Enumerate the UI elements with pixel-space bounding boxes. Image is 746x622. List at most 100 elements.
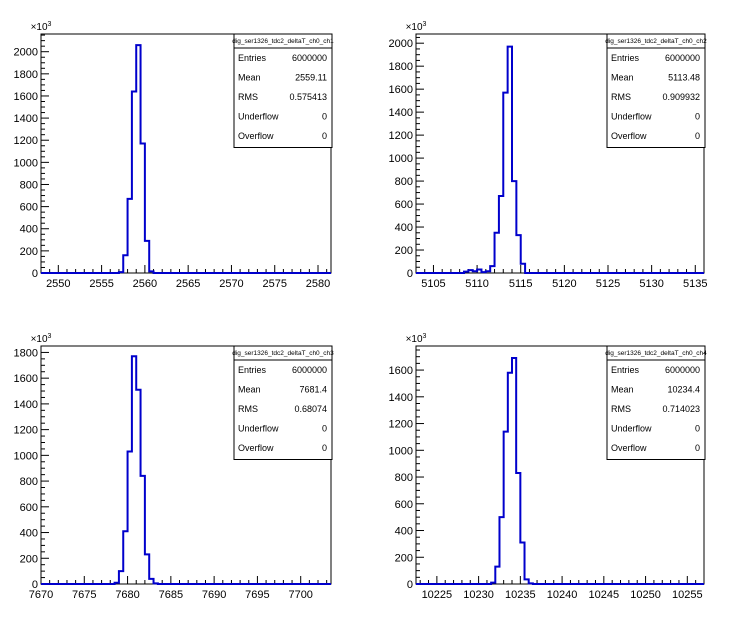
y-tick-label: 0 (32, 268, 38, 280)
x-tick-label: 7675 (72, 589, 96, 601)
y-exponent-label: ×103 (31, 333, 52, 345)
y-tick-label: 0 (32, 579, 38, 591)
x-tick-label: 2570 (219, 278, 243, 290)
stats-value: 0.68074 (294, 404, 327, 414)
stats-value: 0 (695, 112, 700, 122)
stats-value: 0 (695, 424, 700, 434)
histogram-line (416, 45, 704, 274)
x-tick-label: 10230 (463, 589, 494, 601)
y-tick-label: 2000 (389, 38, 413, 50)
stats-value: 10234.4 (667, 385, 700, 395)
histogram-title: dig_ser1326_tdc2_deltaT_ch0_ch2 (605, 38, 707, 45)
y-tick-label: 1800 (14, 347, 38, 359)
x-tick-label: 5105 (421, 278, 445, 290)
y-tick-label: 1600 (389, 365, 413, 377)
stats-value: 6000000 (665, 53, 700, 63)
stats-label: RMS (238, 92, 258, 102)
y-tick-label: 1600 (389, 84, 413, 96)
y-tick-label: 600 (395, 499, 413, 511)
x-tick-label: 7680 (115, 589, 139, 601)
y-tick-label: 400 (395, 222, 413, 234)
x-tick-label: 10245 (589, 589, 620, 601)
x-tick-label: 2560 (133, 278, 157, 290)
x-tick-label: 7695 (245, 589, 269, 601)
x-tick-label: 2575 (262, 278, 286, 290)
x-tick-label: 10225 (422, 589, 453, 601)
histogram-panel-2: 0 200 400 600 800 1000 1200 1400 1600 1800 2000 ×10… (389, 21, 708, 290)
y-tick-label: 200 (395, 245, 413, 257)
y-tick-label: 800 (20, 179, 38, 191)
x-tick-label: 5110 (465, 278, 489, 290)
y-exponent-label: ×103 (31, 21, 52, 33)
stats-value: 6000000 (292, 365, 327, 375)
stats-box (606, 345, 706, 460)
x-tick-label: 7700 (288, 589, 312, 601)
y-exponent-label: ×103 (406, 21, 427, 33)
x-tick-label: 10235 (505, 589, 536, 601)
stats-label: Mean (238, 385, 261, 395)
y-tick-label: 1200 (389, 419, 413, 431)
y-tick-label: 600 (20, 502, 38, 514)
y-tick-label: 1400 (14, 113, 38, 125)
x-tick-label: 5120 (552, 278, 576, 290)
histogram-panel-4: 0 200 400 600 800 1000 1200 1400 1600 ×103 10225 10… (389, 333, 708, 601)
stats-value: 7681.4 (299, 385, 327, 395)
histogram-line (41, 355, 331, 585)
y-tick-label: 0 (407, 268, 413, 280)
stats-label: Mean (238, 73, 261, 83)
stats-value: 0 (322, 424, 327, 434)
histogram-title: dig_ser1326_tdc2_deltaT_ch0_ch4 (605, 350, 707, 357)
stats-label: RMS (611, 92, 631, 102)
stats-label: Underflow (611, 424, 652, 434)
stats-label: RMS (238, 404, 258, 414)
y-tick-label: 1200 (389, 130, 413, 142)
y-tick-label: 1000 (14, 157, 38, 169)
y-tick-label: 600 (395, 199, 413, 211)
stats-label: Entries (238, 365, 267, 375)
y-tick-label: 1000 (389, 445, 413, 457)
stats-value: 5113.48 (668, 73, 700, 83)
stats-value: 0 (695, 443, 700, 453)
x-tick-label: 7685 (159, 589, 183, 601)
stats-value: 0.575413 (289, 92, 327, 102)
y-tick-label: 400 (20, 224, 38, 236)
x-tick-label: 7670 (29, 589, 53, 601)
y-tick-label: 1800 (14, 69, 38, 81)
stats-value: 0 (322, 112, 327, 122)
stats-value: 0.909932 (662, 92, 700, 102)
stats-label: Entries (611, 53, 640, 63)
stats-label: Underflow (238, 112, 279, 122)
stats-label: Entries (238, 53, 267, 63)
stats-box (233, 345, 333, 460)
stats-label: Mean (611, 73, 634, 83)
stats-value: 6000000 (292, 53, 327, 63)
stats-label: Mean (611, 385, 634, 395)
stats-value: 0 (322, 131, 327, 141)
x-tick-label: 5125 (596, 278, 620, 290)
stats-value: 0 (322, 443, 327, 453)
y-tick-label: 800 (20, 476, 38, 488)
y-tick-label: 1400 (389, 392, 413, 404)
y-tick-label: 1800 (389, 61, 413, 73)
y-tick-label: 1000 (389, 153, 413, 165)
stats-label: Overflow (238, 131, 274, 141)
y-tick-label: 1000 (14, 450, 38, 462)
y-tick-label: 400 (395, 526, 413, 538)
stats-label: Overflow (238, 443, 274, 453)
stats-label: Overflow (611, 443, 647, 453)
y-tick-label: 1200 (14, 425, 38, 437)
stats-label: Entries (611, 365, 640, 375)
y-tick-label: 1400 (389, 107, 413, 119)
x-tick-label: 10255 (672, 589, 703, 601)
y-tick-label: 600 (20, 202, 38, 214)
histogram-panel-3: 0 200 400 600 800 1000 1200 1400 1600 1800 ×103 767… (14, 333, 335, 601)
stats-label: Underflow (238, 424, 279, 434)
y-tick-label: 2000 (14, 47, 38, 59)
histogram-line (41, 44, 331, 274)
stats-value: 2559.11 (295, 73, 327, 83)
y-tick-label: 200 (20, 246, 38, 258)
histogram-title: dig_ser1326_tdc2_deltaT_ch0_ch3 (232, 350, 334, 357)
y-tick-label: 1600 (14, 373, 38, 385)
x-tick-label: 7690 (202, 589, 226, 601)
